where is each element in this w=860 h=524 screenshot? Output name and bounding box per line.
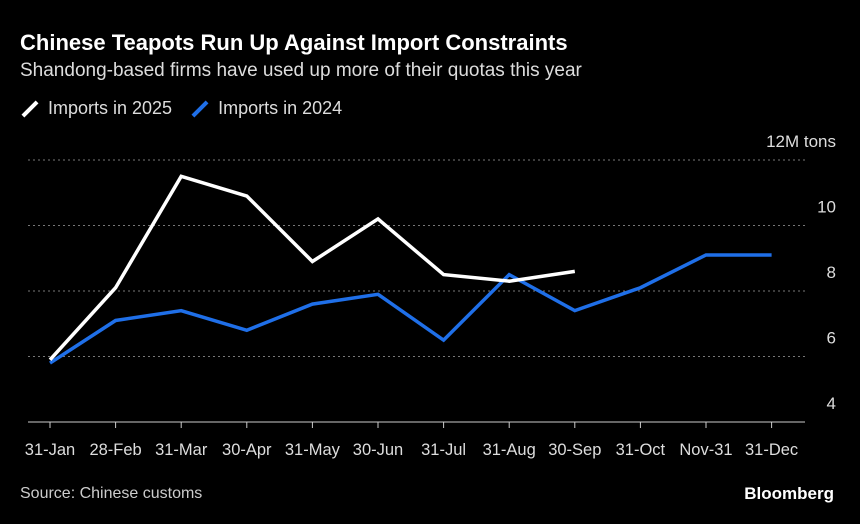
- bloomberg-logo: Bloomberg: [744, 484, 834, 503]
- source-note: Source: Chinese customs: [20, 485, 203, 502]
- y-tick-label: 12M tons: [766, 132, 836, 151]
- legend-item-2025: Imports in 2025: [20, 98, 172, 119]
- y-tick-label: 10: [817, 198, 836, 217]
- series-line-2025: [48, 174, 576, 361]
- legend-item-2024: Imports in 2024: [190, 98, 342, 119]
- x-tick-label: 30-Sep: [548, 441, 601, 459]
- y-tick-label: 4: [827, 394, 836, 413]
- legend-label: Imports in 2024: [218, 98, 343, 118]
- x-tick-label: 31-Aug: [483, 441, 536, 459]
- x-tick-label: 31-Dec: [745, 441, 798, 459]
- x-tick-label: 30-Apr: [222, 441, 272, 459]
- x-tick-label: 31-Mar: [155, 441, 208, 459]
- y-tick-label: 6: [827, 329, 836, 348]
- x-tick-label: 30-Jun: [353, 441, 403, 459]
- chart-subtitle: Shandong-based firms have used up more o…: [20, 60, 582, 81]
- x-tick-label: 31-Oct: [616, 441, 666, 459]
- x-tick-label: 31-Jan: [25, 441, 75, 459]
- legend-label: Imports in 2025: [48, 98, 173, 118]
- x-tick-label: 31-May: [285, 441, 341, 459]
- series-line-2024: [49, 253, 772, 365]
- legend: Imports in 2025 Imports in 2024: [20, 98, 342, 119]
- chart-title: Chinese Teapots Run Up Against Import Co…: [20, 30, 568, 55]
- y-tick-label: 8: [827, 263, 836, 282]
- x-tick-label: Nov-31: [679, 441, 732, 459]
- x-tick-label: 31-Jul: [421, 441, 466, 459]
- x-tick-label: 28-Feb: [89, 441, 141, 459]
